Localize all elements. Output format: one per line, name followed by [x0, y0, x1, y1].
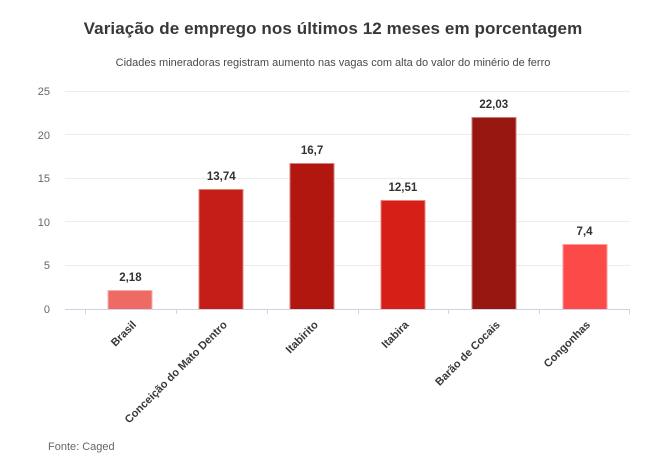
- bar-value-label: 12,51: [388, 181, 418, 194]
- bar: [562, 244, 608, 309]
- x-category-label: Congonhas: [541, 319, 594, 371]
- bar-value-label: 16,7: [300, 145, 324, 158]
- bar-value-label: 7,4: [576, 226, 593, 239]
- source-note: Fonte: Caged: [48, 441, 115, 453]
- gridline: [65, 134, 630, 136]
- plot-area: 2,18 Brasil 13,74 Conceição do Mato Dentro 1…: [65, 91, 630, 426]
- y-tick-label: 0: [43, 304, 50, 316]
- y-tick-label: 10: [37, 216, 50, 229]
- bar-value-label: 13,74: [206, 171, 236, 184]
- y-tick-label: 15: [37, 173, 50, 186]
- bar-slot: 22,03 Barão de Cocais: [433, 92, 539, 388]
- bar-slot: 7,4 Congonhas: [539, 92, 630, 370]
- bar: [471, 116, 517, 309]
- gridline: [65, 91, 630, 92]
- y-tick-label: 25: [37, 86, 50, 98]
- bar: [380, 199, 426, 309]
- x-category-label: Itabira: [379, 319, 412, 351]
- bars-area: 2,18 Brasil 13,74 Conceição do Mato Dentro 1…: [85, 92, 630, 426]
- x-axis-tick: [539, 309, 541, 314]
- x-axis-tick: [448, 309, 450, 314]
- x-axis-tick: [266, 309, 268, 314]
- x-axis-ticks: [85, 92, 630, 314]
- x-category-label: Conceição do Mato Dentro: [122, 319, 230, 427]
- y-tick-label: 20: [37, 129, 50, 142]
- x-axis-tick: [357, 309, 359, 314]
- bar: [107, 290, 153, 309]
- x-axis-tick: [629, 309, 630, 314]
- gridline: [65, 177, 630, 179]
- bar: [198, 189, 244, 309]
- gridline: [65, 264, 630, 266]
- bar-slot: 13,74 Conceição do Mato Dentro: [123, 92, 267, 426]
- bar-value-label: 2,18: [119, 272, 142, 284]
- bar-slot: 12,51 Itabira: [357, 92, 448, 351]
- chart-title: Variação de emprego nos últimos 12 meses…: [83, 19, 583, 38]
- x-axis-tick: [175, 309, 177, 314]
- chart-subtitle: Cidades mineradoras registram aumento na…: [115, 57, 551, 69]
- bar-slot: 16,7 Itabirito: [267, 92, 358, 356]
- y-axis-labels: 0 5 10 15 20 25: [0, 86, 58, 316]
- x-category-label: Barão de Cocais: [432, 319, 503, 389]
- x-axis-tick: [85, 309, 86, 314]
- bar: [289, 163, 335, 309]
- bar-value-label: 22,03: [479, 98, 509, 111]
- x-category-label: Brasil: [108, 319, 139, 350]
- x-category-label: Itabirito: [283, 319, 321, 357]
- y-tick-label: 5: [43, 260, 50, 273]
- gridline: [65, 221, 630, 223]
- bar-slot: 2,18 Brasil: [85, 92, 176, 349]
